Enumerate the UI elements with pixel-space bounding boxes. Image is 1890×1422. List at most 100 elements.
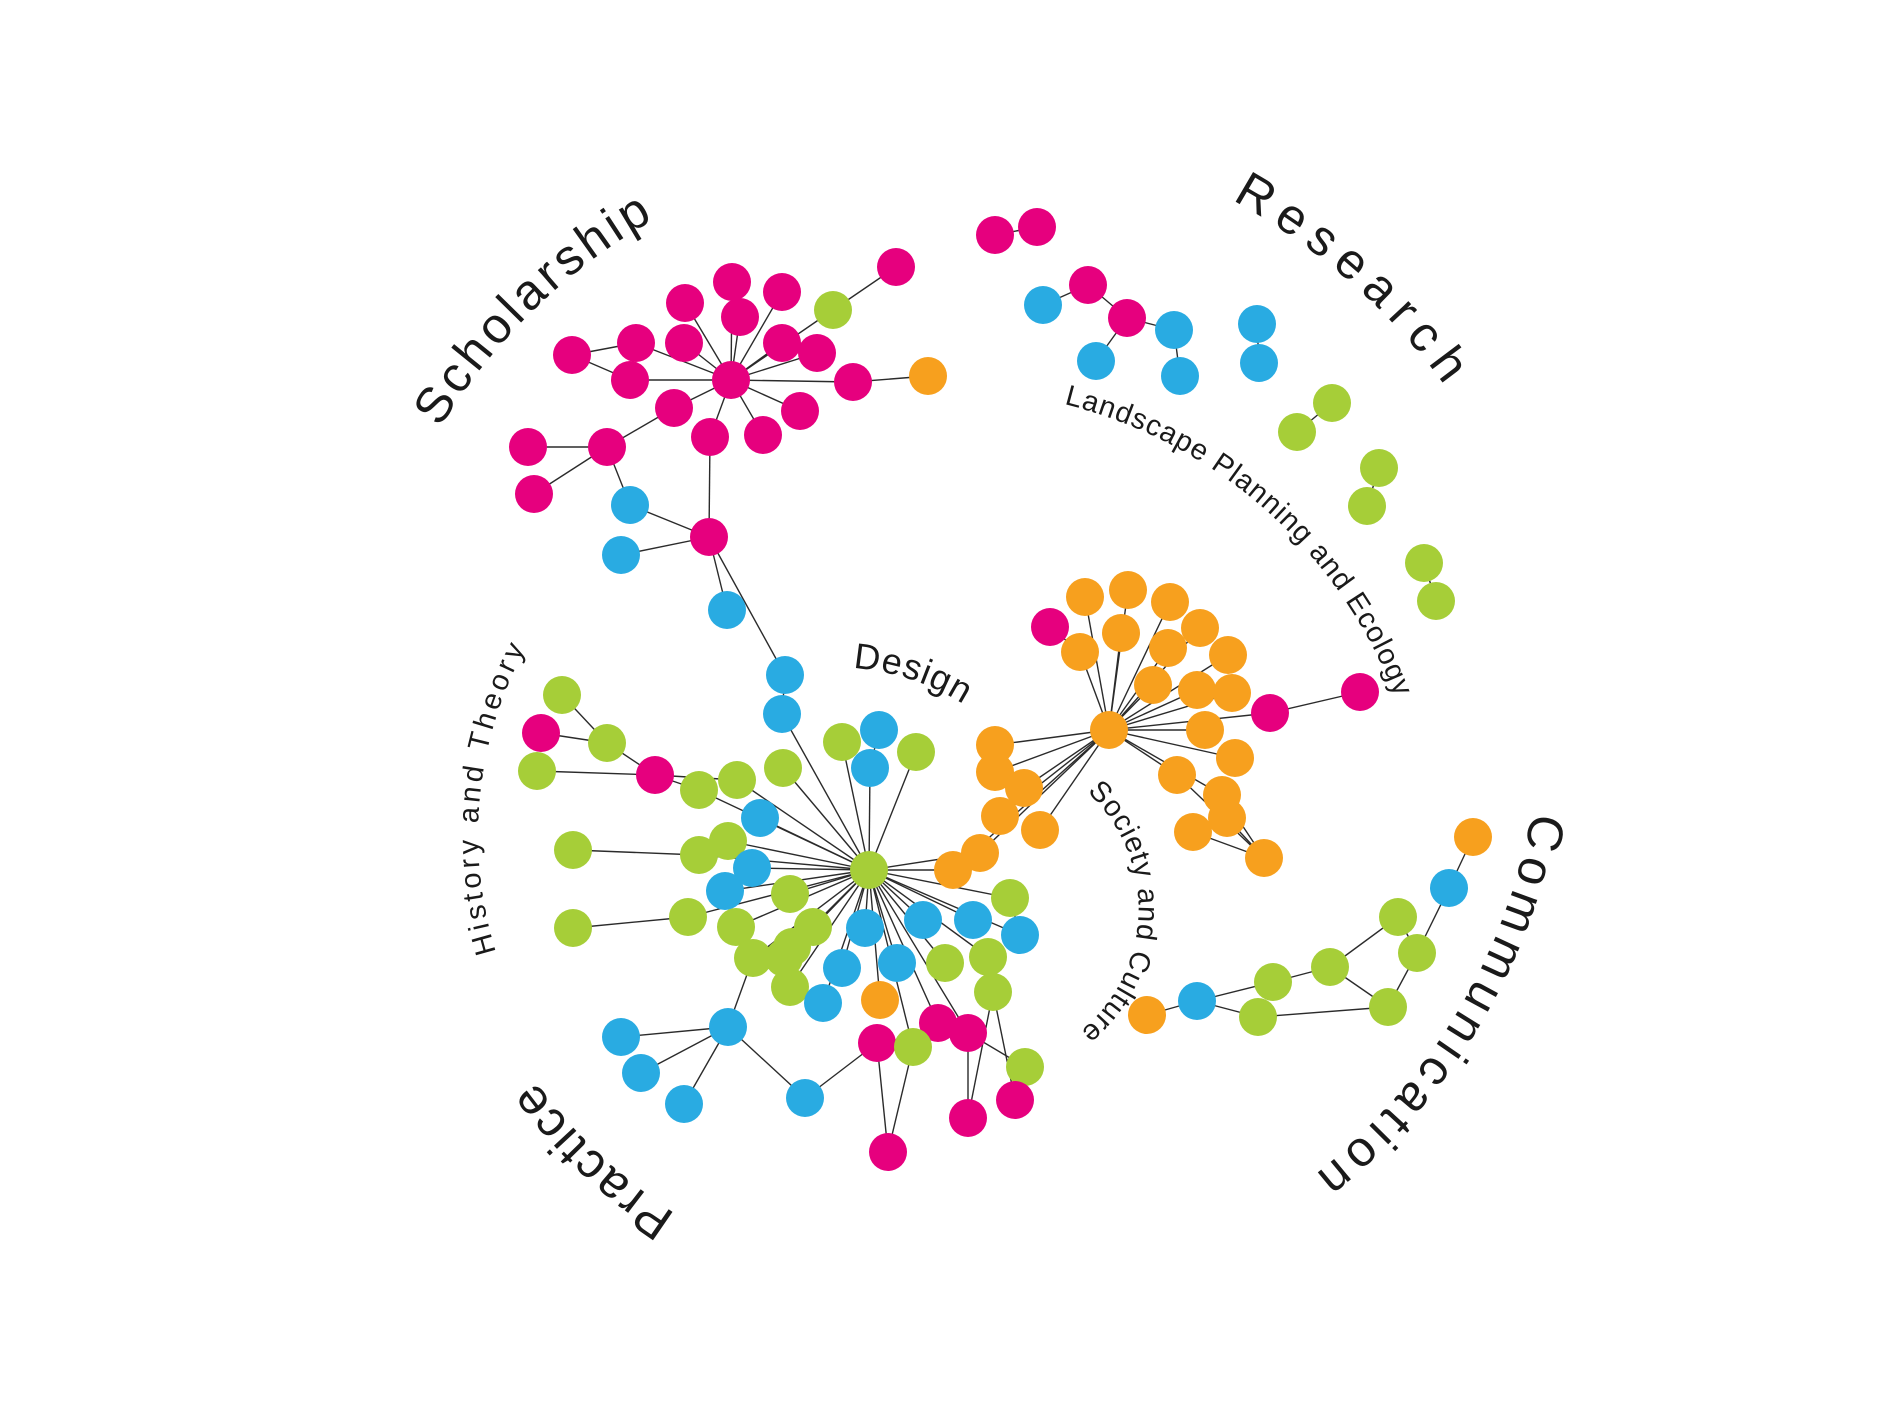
network-node-g <box>823 723 861 761</box>
network-node-b <box>823 949 861 987</box>
network-node-o <box>976 753 1014 791</box>
network-edge <box>868 869 1021 936</box>
network-node-p <box>919 1004 957 1042</box>
network-node-b <box>878 944 916 982</box>
network-node-p <box>1018 208 1056 246</box>
network-node-p <box>976 216 1014 254</box>
network-node-p <box>996 1081 1034 1119</box>
network-node-p <box>1069 266 1107 304</box>
network-node-g <box>1006 1048 1044 1086</box>
network-node-g <box>1379 898 1417 936</box>
network-node-p <box>1251 694 1289 732</box>
network-node-b <box>1161 357 1199 395</box>
network-node-b <box>851 749 889 787</box>
nodes-layer <box>509 208 1492 1171</box>
network-node-o <box>1174 813 1212 851</box>
network-node-g <box>1405 544 1443 582</box>
network-node-o <box>1102 614 1140 652</box>
network-node-g <box>897 733 935 771</box>
network-edge <box>868 869 974 921</box>
network-node-b <box>611 486 649 524</box>
network-node-b <box>904 901 942 939</box>
network-node-b <box>954 901 992 939</box>
network-node-g <box>680 836 718 874</box>
network-node-p <box>1341 673 1379 711</box>
network-node-g <box>764 749 802 787</box>
network-node-o <box>1245 839 1283 877</box>
network-node-g <box>926 944 964 982</box>
network-node-p <box>877 248 915 286</box>
network-edge <box>781 713 870 871</box>
network-node-g <box>991 879 1029 917</box>
network-node-o <box>861 981 899 1019</box>
network-node-g <box>969 938 1007 976</box>
network-node-o <box>1216 739 1254 777</box>
network-node-g <box>1278 413 1316 451</box>
network-node-g <box>771 968 809 1006</box>
network-edge <box>994 729 1110 746</box>
network-node-o <box>1005 769 1043 807</box>
network-node-b <box>741 799 779 837</box>
network-node-p <box>712 361 750 399</box>
network-node-g <box>894 1028 932 1066</box>
network-node-g <box>1239 998 1277 1036</box>
network-node-p <box>744 416 782 454</box>
network-node-o <box>1061 633 1099 671</box>
network-node-g <box>1417 582 1455 620</box>
network-edge <box>868 869 1011 899</box>
network-node-p <box>834 363 872 401</box>
network-edge <box>1108 729 1236 759</box>
network-node-b <box>766 656 804 694</box>
network-node-p <box>869 1133 907 1171</box>
network-edge <box>841 741 870 871</box>
network-edge <box>782 767 870 871</box>
network-edge <box>1039 729 1110 831</box>
network-node-p <box>522 714 560 752</box>
network-node-p <box>655 389 693 427</box>
network-edge <box>967 991 994 1119</box>
network-node-p <box>949 1014 987 1052</box>
network-node-o <box>1151 583 1189 621</box>
network-edge <box>1257 1006 1389 1018</box>
network-node-g <box>588 724 626 762</box>
network-node-g <box>1254 963 1292 1001</box>
network-node-p <box>763 273 801 311</box>
network-edge <box>727 840 870 871</box>
network-node-o <box>1213 674 1251 712</box>
network-node-g <box>1398 934 1436 972</box>
network-node-g <box>718 761 756 799</box>
network-node-p <box>665 324 703 362</box>
network-node-b <box>786 1079 824 1117</box>
network-node-g <box>669 898 707 936</box>
network-node-g <box>1348 487 1386 525</box>
network-edge <box>868 751 917 871</box>
network-node-o <box>976 726 1014 764</box>
network-node-g <box>850 851 888 889</box>
network-node-p <box>553 336 591 374</box>
network-node-g <box>717 908 755 946</box>
network-node-g <box>554 909 592 947</box>
network-node-o <box>1186 711 1224 749</box>
network-edge <box>751 867 870 871</box>
network-edge <box>730 379 854 383</box>
network-node-b <box>1001 916 1039 954</box>
network-node-b <box>1155 311 1193 349</box>
network-node-g <box>680 771 718 809</box>
network-node-g <box>1311 948 1349 986</box>
network-node-b <box>602 1018 640 1056</box>
network-node-o <box>1066 578 1104 616</box>
network-node-o <box>981 797 1019 835</box>
network-node-b <box>1178 982 1216 1020</box>
network-node-b <box>733 849 771 887</box>
network-edge <box>759 817 870 871</box>
network-edge <box>572 916 689 929</box>
network-node-g <box>554 831 592 869</box>
network-node-b <box>1240 344 1278 382</box>
network-edge <box>868 869 969 1034</box>
network-node-p <box>713 263 751 301</box>
network-node-b <box>846 909 884 947</box>
network-node-p <box>690 518 728 556</box>
network-node-p <box>721 298 759 336</box>
network-node-o <box>1149 629 1187 667</box>
